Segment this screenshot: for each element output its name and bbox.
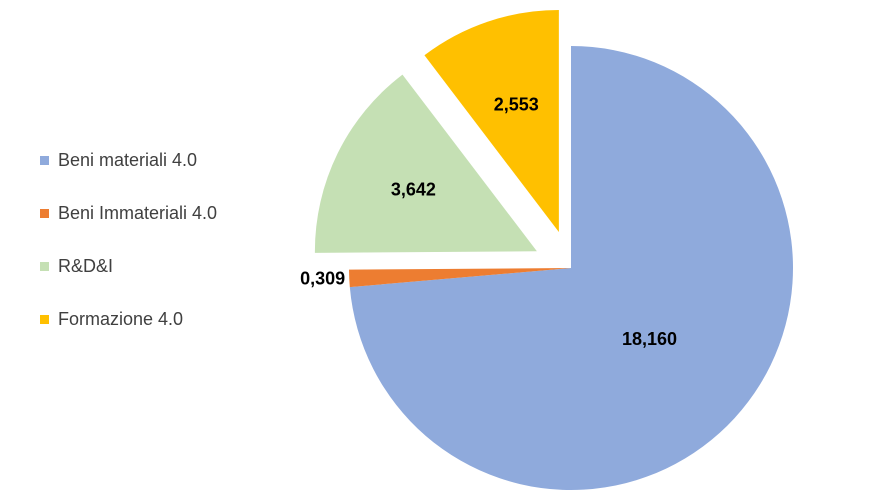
legend-swatch [40,315,49,324]
chart-legend: Beni materiali 4.0 Beni Immateriali 4.0 … [40,150,217,362]
pie-slice [424,9,559,232]
legend-item: Beni Immateriali 4.0 [40,203,217,224]
legend-label: Beni materiali 4.0 [58,150,198,170]
pie-slice [349,268,571,288]
pie-slice [349,46,793,490]
legend-item: Beni materiali 4.0 [40,150,217,171]
pie-data-label: 2,553 [494,95,539,115]
legend-swatch [40,262,49,271]
pie-data-labels: 18,160 0,309 3,642 2,553 [300,95,677,349]
legend-swatch [40,156,49,165]
legend-swatch [40,209,49,218]
pie-data-label: 0,309 [300,268,345,288]
legend-item: Formazione 4.0 [40,309,217,330]
pie-data-label: 3,642 [391,179,436,199]
pie-slices [314,9,793,490]
legend-label: Formazione 4.0 [58,309,184,329]
pie-data-label: 18,160 [622,329,677,349]
legend-item: R&D&I [40,256,217,277]
pie-slice [314,74,537,253]
legend-label: Beni Immateriali 4.0 [58,203,218,223]
legend-label: R&D&I [58,256,114,276]
